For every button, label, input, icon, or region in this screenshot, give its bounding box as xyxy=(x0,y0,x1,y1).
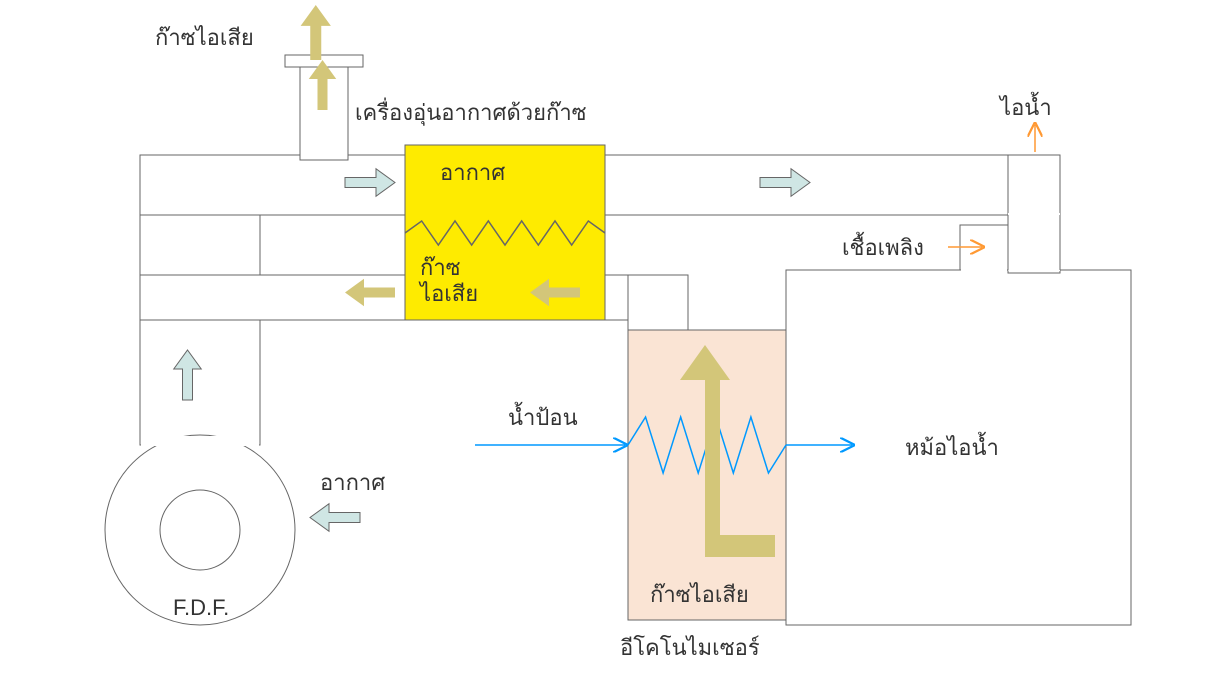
label-air-heater-title: เครื่องอุ่นอากาศด้วยก๊าซ xyxy=(355,97,587,126)
duct-to-eco xyxy=(628,275,688,335)
label-fdf: F.D.F. xyxy=(173,595,229,620)
label-exhaust-top: ก๊าซไอเสีย xyxy=(155,25,254,50)
label-air-in-heater: อากาศ xyxy=(440,160,505,185)
label-air-inlet: อากาศ xyxy=(320,470,385,495)
label-gas-eco: ก๊าซไอเสีย xyxy=(650,582,749,607)
label-fuel: เชื้อเพลิง xyxy=(842,232,924,260)
label-boiler: หม้อไอน้ำ xyxy=(905,432,999,460)
boiler-system-diagram: ก๊าซไอเสียเครื่องอุ่นอากาศด้วยก๊าซอากาศก… xyxy=(0,0,1209,680)
label-steam: ไอน้ำ xyxy=(998,92,1052,120)
label-economizer: อีโคโนไมเซอร์ xyxy=(620,635,760,660)
fdf-inner xyxy=(160,490,240,570)
label-feedwater: น้ำป้อน xyxy=(508,402,578,430)
diagram-svg: ก๊าซไอเสียเครื่องอุ่นอากาศด้วยก๊าซอากาศก… xyxy=(0,0,1209,680)
